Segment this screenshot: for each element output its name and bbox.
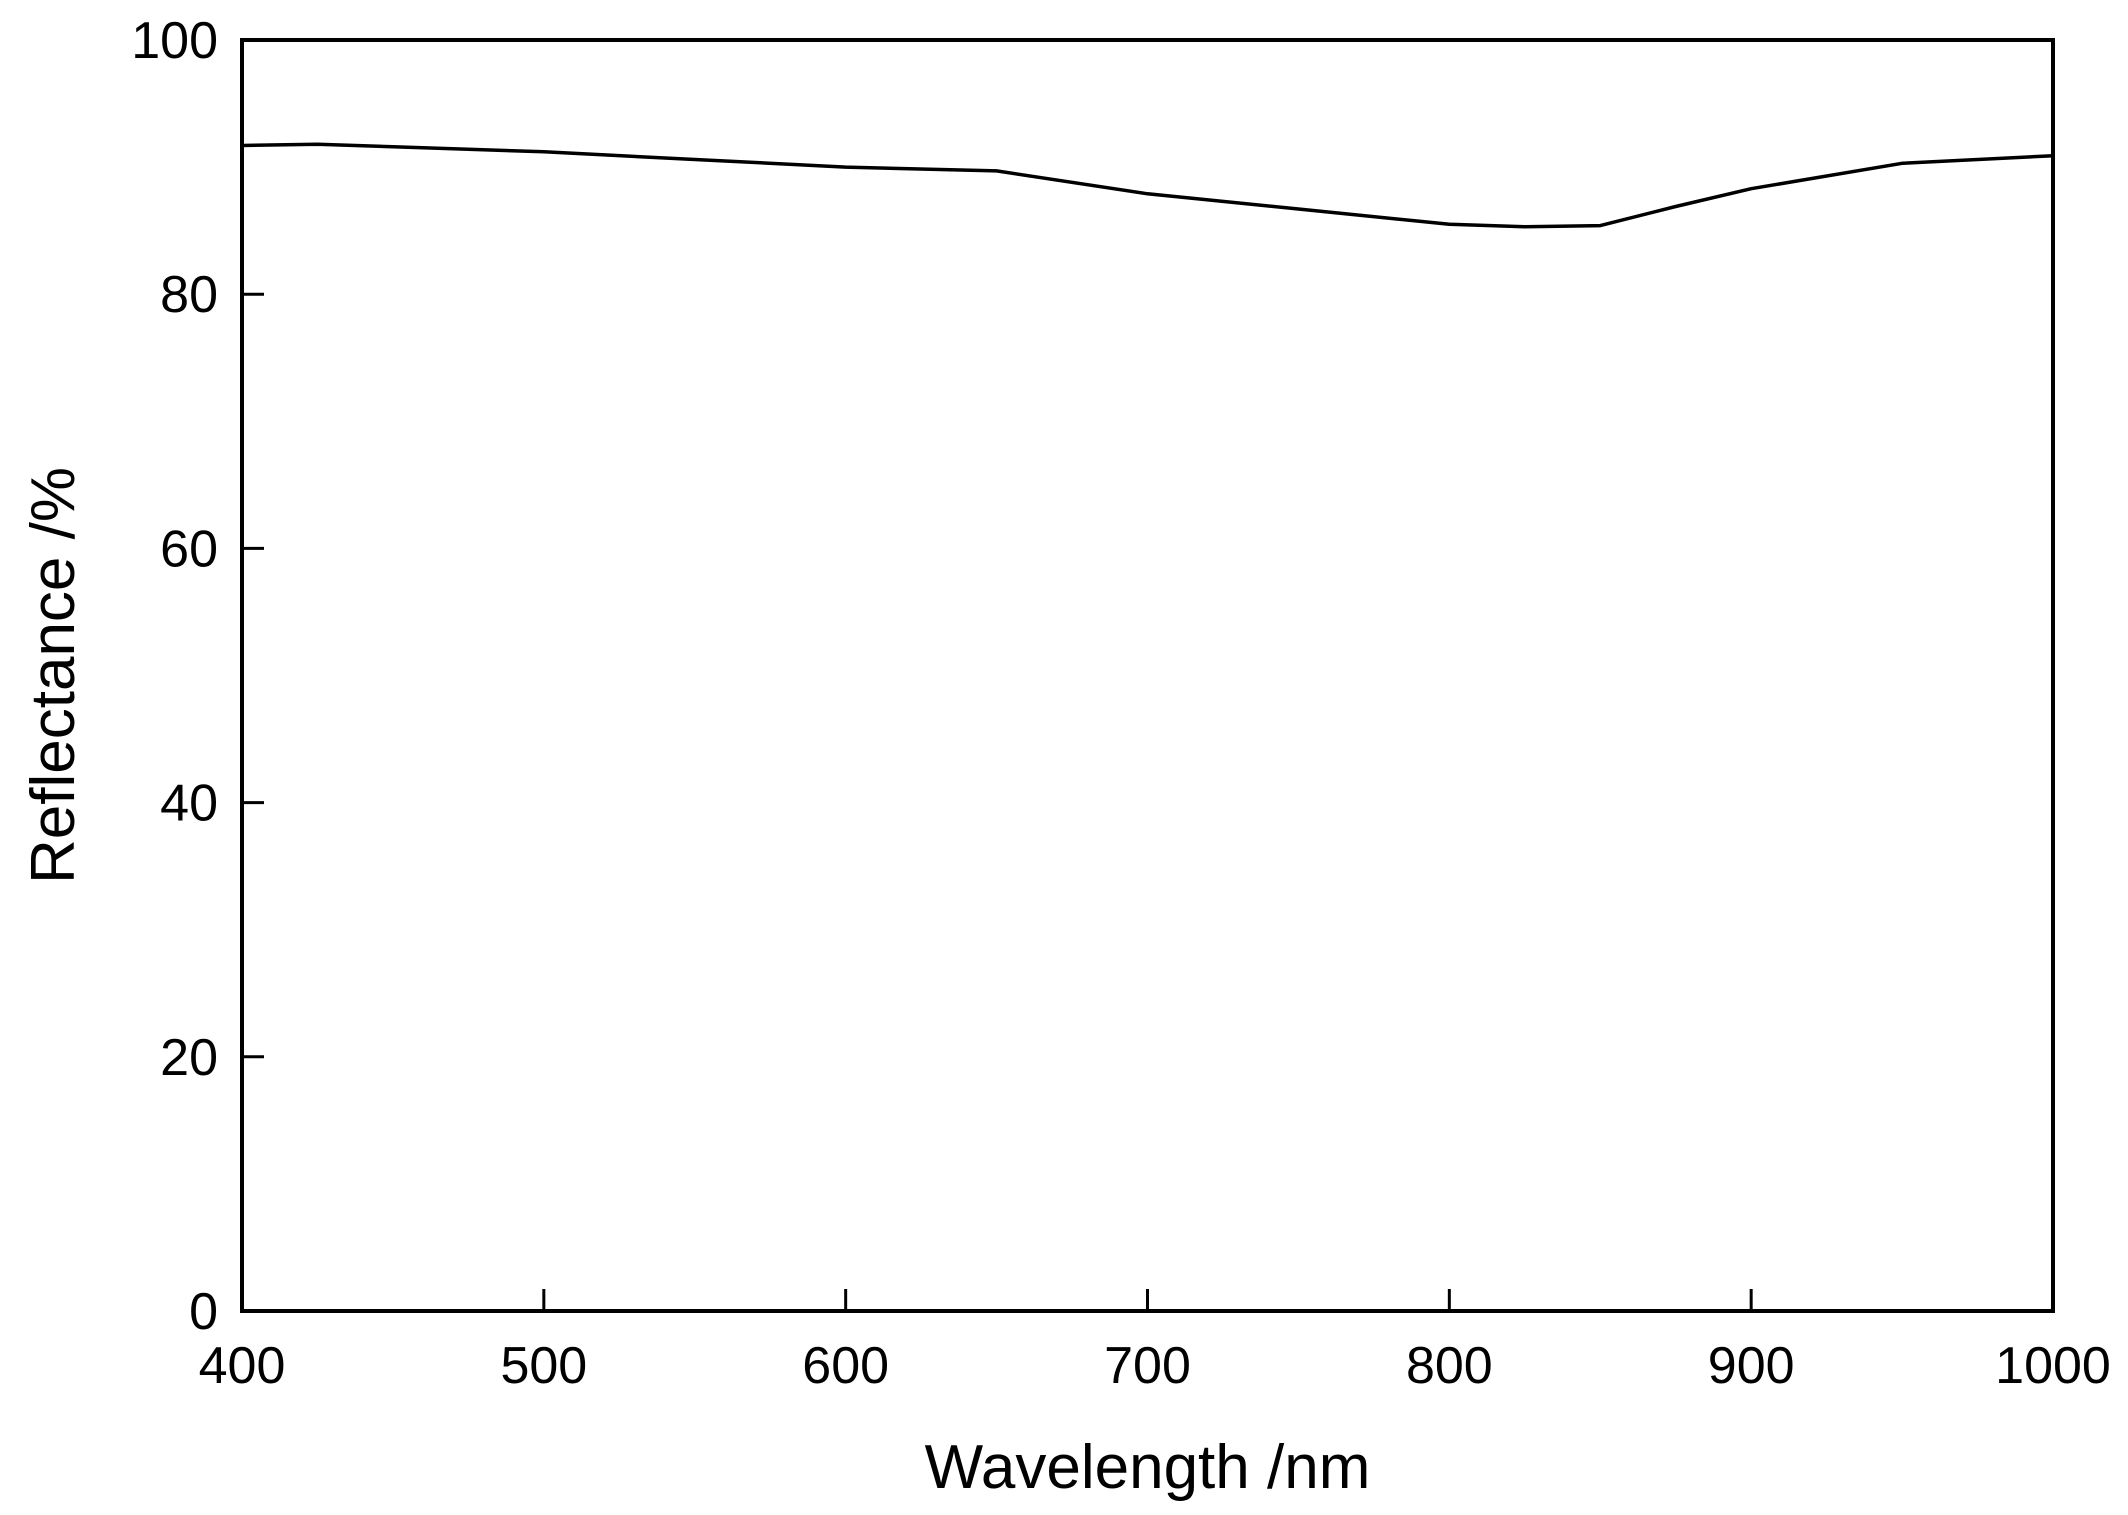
- y-tick-label-20: 20: [160, 1029, 218, 1087]
- x-tick-label-1000: 1000: [1995, 1337, 2111, 1395]
- y-tick-label-100: 100: [131, 12, 218, 70]
- y-axis-title: Reflectance /%: [19, 467, 88, 884]
- x-tick-label-500: 500: [500, 1337, 587, 1395]
- x-axis-title: Wavelength /nm: [925, 1433, 1371, 1502]
- plot-frame: [240, 38, 2055, 1313]
- x-tick-label-600: 600: [802, 1337, 889, 1395]
- x-tick-label-700: 700: [1104, 1337, 1191, 1395]
- x-tick-label-800: 800: [1406, 1337, 1493, 1395]
- x-axis-ticks: 400 500 600 700 800 900 1000: [199, 1289, 2111, 1395]
- x-tick-label-400: 400: [199, 1337, 286, 1395]
- y-tick-label-60: 60: [160, 520, 218, 578]
- y-axis-ticks: 0 20 40 60 80 100: [131, 12, 264, 1341]
- y-tick-label-40: 40: [160, 775, 218, 833]
- y-tick-label-80: 80: [160, 266, 218, 324]
- x-tick-label-900: 900: [1708, 1337, 1795, 1395]
- y-tick-label-0: 0: [189, 1283, 218, 1341]
- reflectance-series-line: [241, 142, 2054, 229]
